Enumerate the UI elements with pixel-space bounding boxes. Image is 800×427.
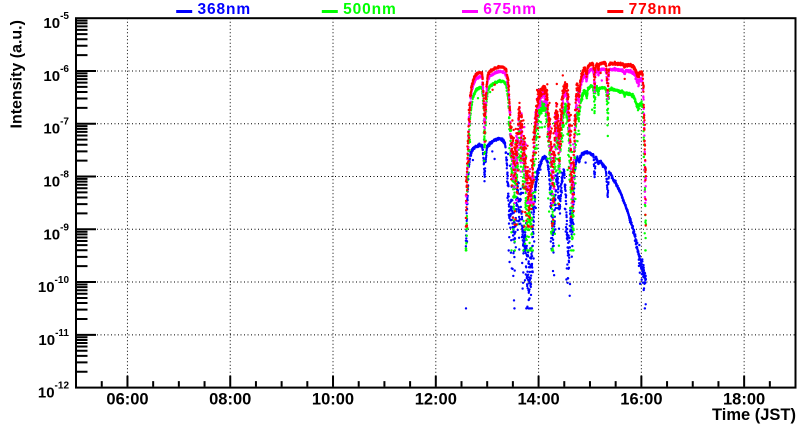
svg-text:16:00: 16:00 <box>620 391 662 409</box>
svg-text:18:00: 18:00 <box>723 391 765 409</box>
svg-text:06:00: 06:00 <box>106 391 148 409</box>
svg-text:368nm: 368nm <box>198 1 252 18</box>
svg-text:778nm: 778nm <box>629 1 683 18</box>
svg-text:500nm: 500nm <box>343 1 397 18</box>
svg-text:14:00: 14:00 <box>517 391 559 409</box>
svg-text:Time (JST): Time (JST) <box>712 406 796 424</box>
svg-text:12:00: 12:00 <box>415 391 457 409</box>
svg-text:Intensity (a.u.): Intensity (a.u.) <box>9 20 26 128</box>
svg-text:08:00: 08:00 <box>209 391 251 409</box>
svg-text:675nm: 675nm <box>483 1 537 18</box>
svg-text:10:00: 10:00 <box>312 391 354 409</box>
